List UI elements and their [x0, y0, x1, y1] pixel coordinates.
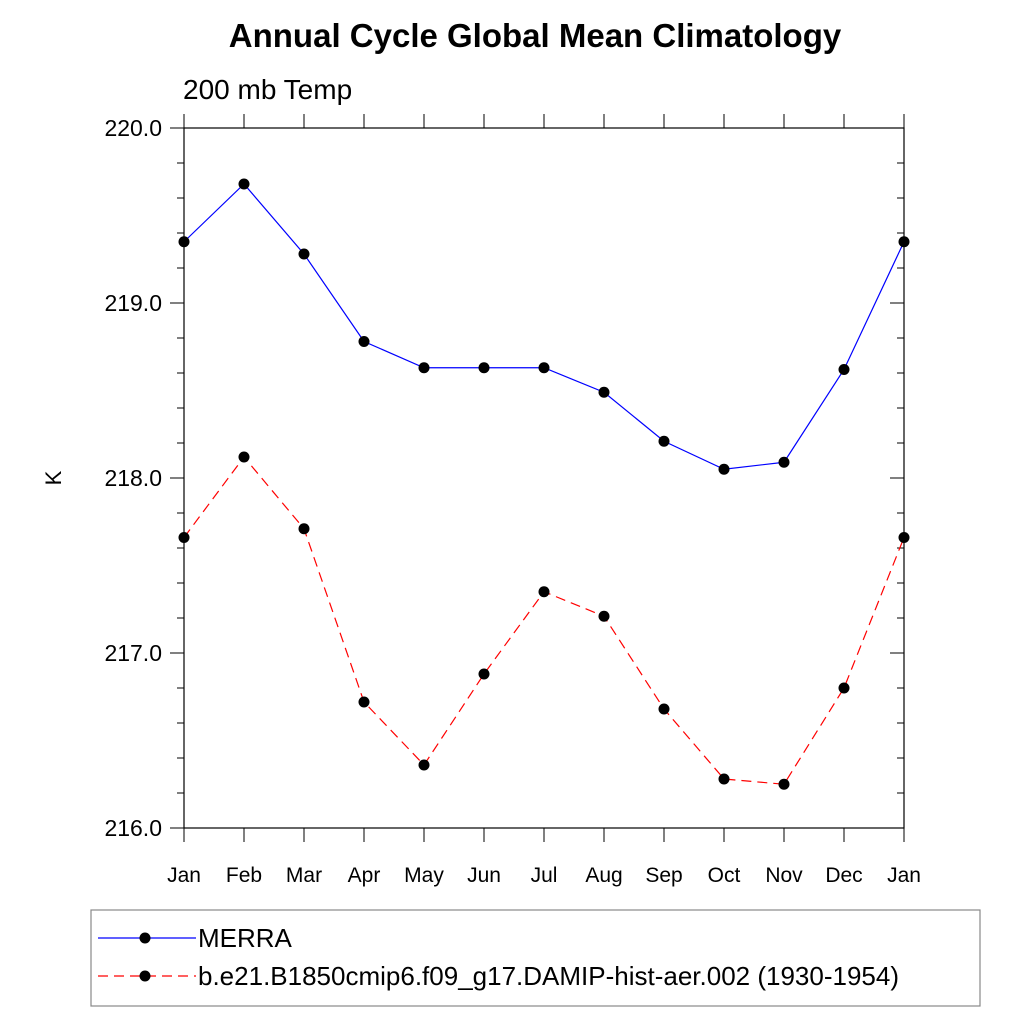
- x-tick-label: Nov: [765, 864, 803, 887]
- axis-ticks: 216.0 217.0 218.0 219.0 220.0 Jan Feb Mar Apr May…: [104, 114, 921, 887]
- chart-subtitle: 200 mb Temp: [183, 74, 352, 105]
- x-tick-label: Oct: [708, 864, 741, 887]
- legend: MERRA b.e21.B1850cmip6.f09_g17.DAMIP-hist…: [98, 923, 899, 991]
- y-tick-label: 220.0: [104, 115, 162, 141]
- data-point: [538, 586, 550, 598]
- data-point: [778, 778, 790, 790]
- data-point: [838, 682, 850, 694]
- series-layer: [178, 178, 910, 790]
- data-point: [478, 362, 490, 374]
- data-point: [898, 532, 910, 543]
- data-point: [718, 773, 730, 785]
- x-tick-label: Dec: [825, 864, 862, 887]
- legend-marker: [139, 970, 151, 982]
- data-point: [238, 451, 250, 463]
- data-point: [238, 178, 250, 190]
- x-tick-label: May: [404, 864, 444, 887]
- data-point: [658, 703, 670, 715]
- legend-label-0: MERRA: [198, 923, 293, 953]
- series-line-0: [183, 183, 905, 470]
- legend-box: [90, 909, 981, 1007]
- data-point: [718, 463, 730, 475]
- x-tick-label: Mar: [286, 864, 322, 887]
- y-tick-label: 216.0: [104, 815, 162, 841]
- x-tick-label: Jan: [887, 864, 921, 887]
- data-point: [538, 362, 550, 374]
- y-tick-label: 218.0: [104, 465, 162, 491]
- data-point: [838, 364, 850, 375]
- y-tick-label: 217.0: [104, 640, 162, 666]
- x-tick-label: Sep: [645, 864, 682, 887]
- legend-marker: [139, 932, 151, 944]
- data-point: [898, 236, 910, 248]
- data-point: [358, 696, 370, 708]
- data-point: [778, 456, 790, 468]
- series-line-1: [183, 456, 905, 785]
- data-point: [478, 668, 490, 680]
- chart-title: Annual Cycle Global Mean Climatology: [229, 17, 842, 54]
- data-point: [418, 759, 430, 771]
- x-tick-label: Feb: [226, 864, 262, 887]
- data-point: [658, 435, 670, 447]
- y-tick-label: 219.0: [104, 290, 162, 316]
- data-point: [298, 523, 310, 535]
- x-tick-label: Jul: [531, 864, 558, 887]
- plot-frame: [183, 127, 905, 829]
- data-point: [418, 362, 430, 374]
- y-axis-label: K: [41, 470, 66, 485]
- x-tick-label: Jan: [167, 864, 201, 887]
- data-point: [178, 236, 190, 248]
- x-tick-label: Aug: [585, 864, 622, 887]
- data-point: [358, 336, 370, 347]
- data-point: [298, 248, 310, 260]
- x-tick-label: Apr: [348, 864, 381, 887]
- legend-label-1: b.e21.B1850cmip6.f09_g17.DAMIP-hist-aer.…: [198, 961, 899, 991]
- data-point: [178, 532, 190, 543]
- data-point: [598, 610, 610, 622]
- x-tick-label: Jun: [467, 864, 501, 887]
- data-point: [598, 386, 610, 398]
